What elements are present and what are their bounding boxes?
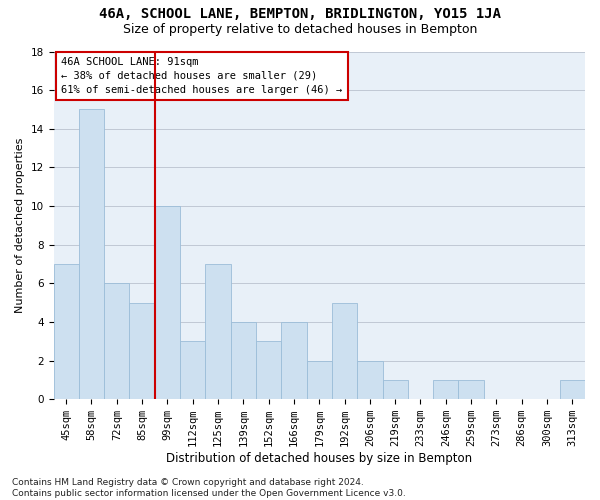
- Text: 46A, SCHOOL LANE, BEMPTON, BRIDLINGTON, YO15 1JA: 46A, SCHOOL LANE, BEMPTON, BRIDLINGTON, …: [99, 8, 501, 22]
- Bar: [383, 380, 408, 399]
- Text: Size of property relative to detached houses in Bempton: Size of property relative to detached ho…: [123, 22, 477, 36]
- Y-axis label: Number of detached properties: Number of detached properties: [15, 138, 25, 313]
- Bar: [357, 360, 383, 399]
- Bar: [104, 284, 130, 399]
- Bar: [458, 380, 484, 399]
- Bar: [53, 264, 79, 399]
- Bar: [332, 302, 357, 399]
- Bar: [180, 342, 205, 399]
- X-axis label: Distribution of detached houses by size in Bempton: Distribution of detached houses by size …: [166, 452, 472, 465]
- Bar: [130, 302, 155, 399]
- Bar: [205, 264, 230, 399]
- Text: Contains HM Land Registry data © Crown copyright and database right 2024.
Contai: Contains HM Land Registry data © Crown c…: [12, 478, 406, 498]
- Text: 46A SCHOOL LANE: 91sqm
← 38% of detached houses are smaller (29)
61% of semi-det: 46A SCHOOL LANE: 91sqm ← 38% of detached…: [61, 56, 343, 94]
- Bar: [230, 322, 256, 399]
- Bar: [155, 206, 180, 399]
- Bar: [560, 380, 585, 399]
- Bar: [433, 380, 458, 399]
- Bar: [281, 322, 307, 399]
- Bar: [79, 110, 104, 399]
- Bar: [307, 360, 332, 399]
- Bar: [256, 342, 281, 399]
